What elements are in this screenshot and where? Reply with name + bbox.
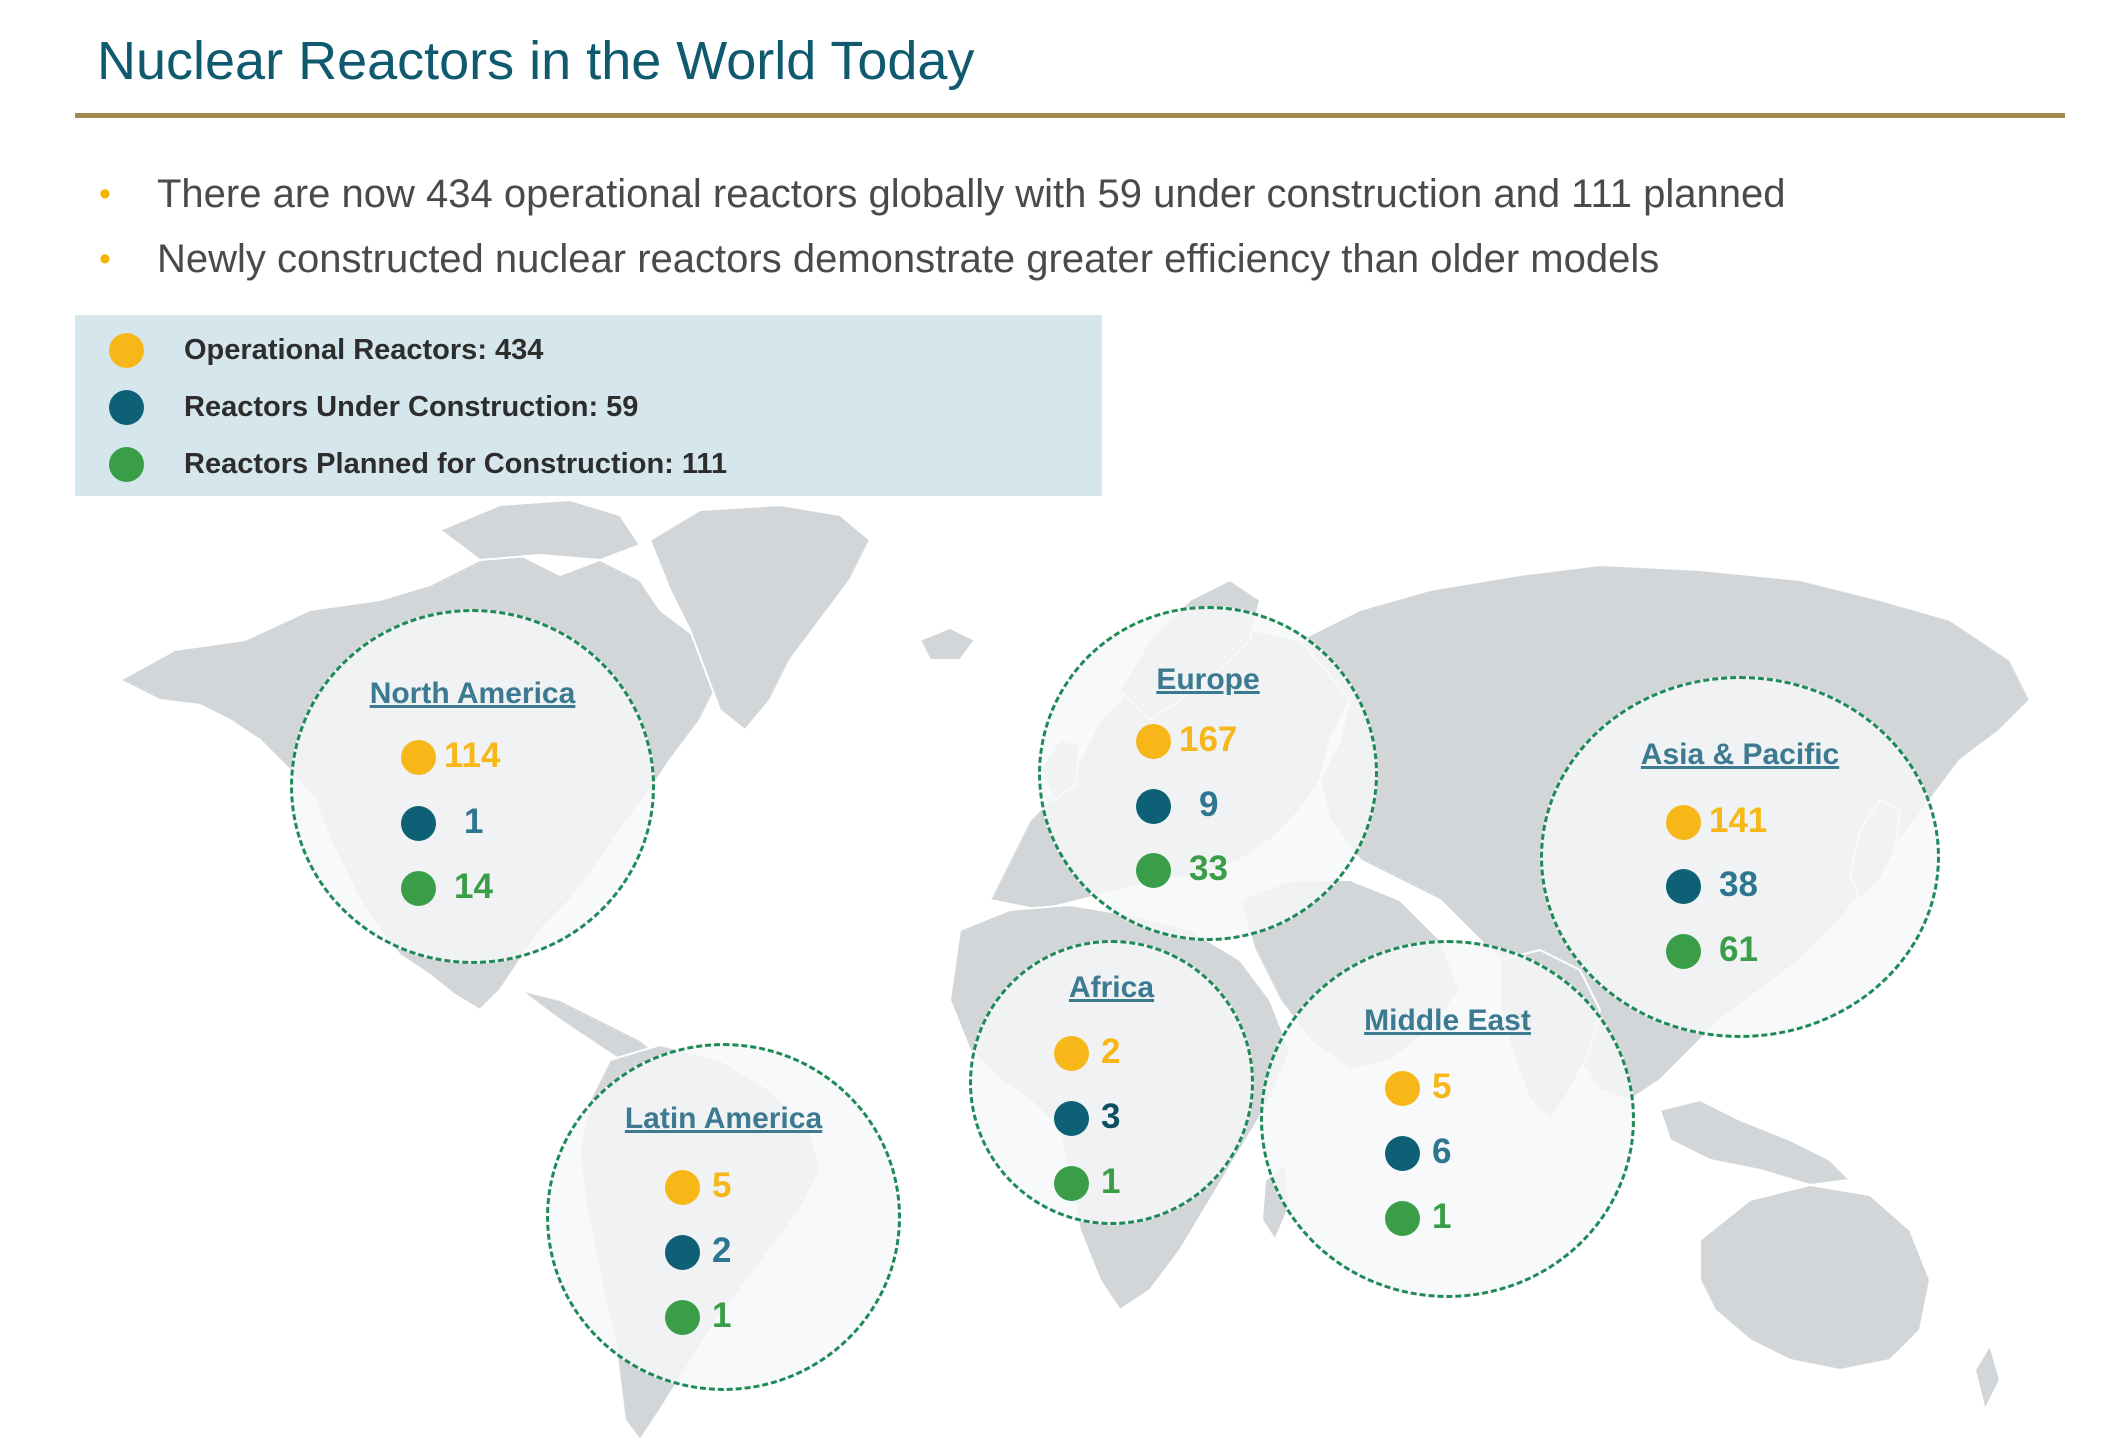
region-latin-america[interactable]: Latin America 5 2 1 — [546, 1043, 901, 1391]
bullet-list: • There are now 434 operational reactors… — [95, 162, 1785, 292]
under-construction-count: 38 — [1719, 865, 1758, 904]
page-title: Nuclear Reactors in the World Today — [97, 31, 975, 91]
operational-dot-icon — [665, 1170, 700, 1205]
legend-label: Reactors Planned for Construction: 111 — [184, 447, 728, 480]
planned-dot-icon — [1054, 1166, 1089, 1201]
operational-count: 114 — [444, 736, 501, 775]
operational-count: 167 — [1179, 720, 1238, 759]
planned-dot-icon — [109, 446, 144, 482]
planned-count: 1 — [712, 1296, 732, 1335]
australia-landmass — [1699, 1184, 1931, 1371]
bullet-text: There are now 434 operational reactors g… — [157, 172, 1786, 216]
region-name[interactable]: Middle East — [1364, 1004, 1531, 1037]
under-construction-dot-icon — [401, 806, 436, 841]
planned-dot-icon — [1136, 853, 1171, 888]
legend-label: Operational Reactors: 434 — [184, 333, 544, 366]
region-europe[interactable]: Europe 167 9 33 — [1038, 606, 1378, 941]
planned-dot-icon — [665, 1300, 700, 1335]
new-zealand-landmass — [1974, 1344, 2001, 1411]
region-name[interactable]: Asia & Pacific — [1640, 738, 1840, 771]
under-construction-dot-icon — [1054, 1101, 1089, 1136]
under-construction-dot-icon — [665, 1235, 700, 1270]
planned-count: 1 — [1432, 1197, 1452, 1236]
greenland-landmass — [649, 504, 871, 731]
operational-dot-icon — [109, 332, 144, 368]
bullet-icon: • — [99, 240, 111, 278]
under-construction-dot-icon — [1136, 789, 1171, 824]
region-name[interactable]: Europe — [1156, 663, 1260, 696]
region-north-america[interactable]: North America 114 1 14 — [290, 609, 655, 964]
operational-dot-icon — [1666, 805, 1701, 840]
southeast-asia-landmass — [1659, 1099, 1851, 1186]
operational-count: 5 — [1432, 1067, 1452, 1106]
title-divider — [75, 113, 2065, 118]
operational-dot-icon — [401, 740, 436, 775]
planned-count: 14 — [454, 867, 493, 906]
region-asia-pacific[interactable]: Asia & Pacific 141 38 61 — [1540, 676, 1940, 1038]
operational-count: 141 — [1709, 801, 1768, 840]
bullet-icon: • — [99, 175, 111, 213]
operational-dot-icon — [1385, 1071, 1420, 1106]
arctic-islands-landmass — [439, 500, 641, 561]
operational-count: 2 — [1101, 1032, 1121, 1071]
bullet-text: Newly constructed nuclear reactors demon… — [157, 237, 1660, 281]
planned-count: 1 — [1101, 1162, 1121, 1201]
region-middle-east[interactable]: Middle East 5 6 1 — [1260, 940, 1635, 1298]
bullet-item: • There are now 434 operational reactors… — [95, 162, 1785, 227]
planned-dot-icon — [401, 871, 436, 906]
under-construction-dot-icon — [1666, 869, 1701, 904]
region-name[interactable]: Africa — [1068, 971, 1155, 1004]
region-name[interactable]: Latin America — [624, 1102, 823, 1135]
under-construction-count: 3 — [1101, 1097, 1121, 1136]
operational-dot-icon — [1136, 724, 1171, 759]
region-africa[interactable]: Africa 2 3 1 — [969, 940, 1254, 1225]
legend-box: Operational Reactors: 434 Reactors Under… — [75, 315, 1102, 496]
operational-count: 5 — [712, 1166, 732, 1205]
under-construction-dot-icon — [109, 389, 144, 425]
legend-label: Reactors Under Construction: 59 — [184, 390, 639, 423]
under-construction-dot-icon — [1385, 1136, 1420, 1171]
under-construction-count: 1 — [464, 802, 484, 841]
operational-dot-icon — [1054, 1036, 1089, 1071]
region-name[interactable]: North America — [369, 677, 576, 710]
planned-dot-icon — [1666, 934, 1701, 969]
iceland-landmass — [919, 627, 976, 661]
under-construction-count: 2 — [712, 1231, 732, 1270]
bullet-item: • Newly constructed nuclear reactors dem… — [95, 227, 1785, 292]
planned-count: 33 — [1189, 849, 1228, 888]
planned-count: 61 — [1719, 930, 1758, 969]
under-construction-count: 6 — [1432, 1132, 1452, 1171]
planned-dot-icon — [1385, 1201, 1420, 1236]
under-construction-count: 9 — [1199, 785, 1219, 824]
